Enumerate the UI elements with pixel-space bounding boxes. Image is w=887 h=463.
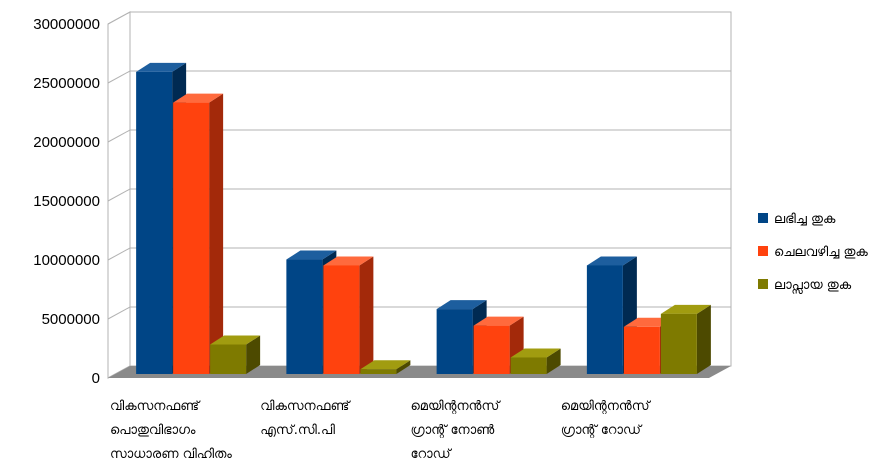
legend-label: ലഭിച്ച തുക xyxy=(774,212,836,227)
gridline-side xyxy=(107,306,131,320)
bar-side xyxy=(696,304,711,374)
x-axis-category-labels: വികസനഫണ്ട് പൊതുവിഭാഗം സാധാരണ വിഹിതം വികസനഫണ… xyxy=(110,399,651,462)
x-category-label: വികസനഫണ്ട് പൊതുവിഭാഗം സാധാരണ വിഹിതം xyxy=(110,399,232,462)
bar-front xyxy=(586,265,623,374)
gridline-side xyxy=(107,11,131,25)
bar xyxy=(173,93,224,374)
bar-front xyxy=(660,313,697,374)
legend-swatch xyxy=(758,246,768,256)
bar-top xyxy=(473,316,524,326)
bar-front xyxy=(360,369,397,374)
bar-top xyxy=(360,360,411,370)
bar xyxy=(323,256,374,374)
bar-top xyxy=(210,335,261,345)
bar xyxy=(360,360,411,374)
y-axis-tick-labels: 0 5000000 10000000 15000000 20000000 25000000… xyxy=(33,16,100,387)
legend-label: ചെലവഴിച്ച തുക xyxy=(774,245,868,260)
legend: ലഭിച്ച തുക ചെലവഴിച്ച തുക ലാപ്സായ തുക xyxy=(758,212,868,295)
bar-front xyxy=(623,326,660,374)
y-tick-label: 25000000 xyxy=(33,75,100,92)
bar xyxy=(586,256,637,374)
bar-side xyxy=(209,93,224,374)
floor-plane xyxy=(108,366,731,378)
y-tick-label: 30000000 xyxy=(33,16,100,33)
bar-top xyxy=(323,256,374,266)
legend-swatch xyxy=(758,213,768,223)
legend-label: ലാപ്സായ തുക xyxy=(774,278,852,295)
y-tick-label: 5000000 xyxy=(42,311,100,328)
x-category-label: വികസനഫണ്ട് എസ്.സി.പി xyxy=(260,399,351,438)
bar-front xyxy=(510,357,547,374)
bar-top xyxy=(286,250,337,260)
legend-swatch xyxy=(758,279,768,289)
gridline-side xyxy=(107,129,131,143)
bar-front xyxy=(286,259,323,374)
bar-side xyxy=(396,360,411,374)
bar-front xyxy=(210,344,247,374)
bar-side xyxy=(359,256,374,374)
bar-front xyxy=(436,309,473,374)
gridline-side xyxy=(107,188,131,202)
bar xyxy=(210,335,261,374)
x-category-label: മെയിന്റനൻസ് ഗ്രാന്റ് റോഡ് xyxy=(561,399,652,438)
bar-top xyxy=(436,300,487,310)
y-tick-label: 15000000 xyxy=(33,193,100,210)
bar-top xyxy=(586,256,637,266)
bar-side xyxy=(246,335,261,374)
bar-top xyxy=(136,62,187,72)
chart-floor xyxy=(108,366,731,378)
bar-front xyxy=(173,102,210,374)
bar-front xyxy=(473,325,510,374)
bar xyxy=(660,304,711,374)
gridline-side xyxy=(107,247,131,261)
y-tick-label: 20000000 xyxy=(33,134,100,151)
bar xyxy=(510,348,561,374)
y-tick-label: 10000000 xyxy=(33,252,100,269)
bar-front xyxy=(323,265,360,374)
bar-front xyxy=(136,71,173,375)
bar-top xyxy=(510,348,561,358)
x-category-label: മെയിന്റനൻസ് ഗ്രാന്റ് നോൺ റോഡ് xyxy=(411,399,502,462)
bars xyxy=(136,62,711,375)
bar-top xyxy=(173,93,224,103)
y-tick-label: 0 xyxy=(92,370,100,387)
gridline-side xyxy=(107,70,131,84)
bar-side xyxy=(546,348,561,374)
bar-top xyxy=(660,304,711,314)
